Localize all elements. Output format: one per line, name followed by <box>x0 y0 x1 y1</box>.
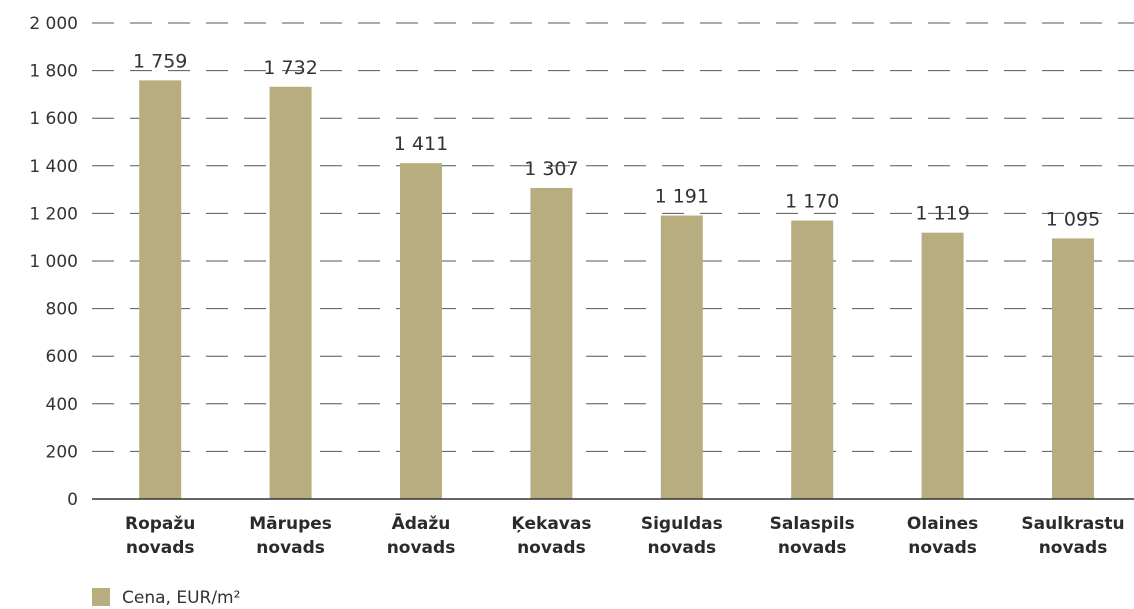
category-label: Salaspils novads <box>770 514 855 558</box>
bar <box>1052 238 1094 499</box>
y-tick-label: 1 400 <box>29 157 78 177</box>
legend-swatch <box>92 588 110 606</box>
y-tick-label: 400 <box>46 395 78 415</box>
y-axis-tick-labels: 0 200 400 600 800 1 000 1 200 1 400 1 600 1 800 2 … <box>29 14 78 510</box>
y-tick-label: 0 <box>67 490 78 510</box>
y-tick-label: 200 <box>46 442 78 462</box>
bar <box>791 220 834 500</box>
category-label: Saulkrastu novads <box>1021 514 1124 558</box>
category-label: Mārupes novads <box>249 514 332 558</box>
value-label: 1 307 <box>524 158 578 180</box>
bars <box>139 80 1094 500</box>
bar <box>139 80 182 499</box>
y-tick-label: 1 000 <box>29 252 78 272</box>
bar <box>400 163 442 499</box>
x-axis-category-labels: Ropažu novads Mārupes novads Ādažu novads Ķeka… <box>125 512 1125 558</box>
category-label: Siguldas novads <box>641 514 723 558</box>
category-label: Ropažu novads <box>125 514 195 558</box>
category-label: Ādažu novads <box>387 512 456 558</box>
y-tick-label: 1 600 <box>29 109 78 129</box>
y-tick-label: 600 <box>46 347 78 367</box>
value-label: 1 170 <box>785 191 839 213</box>
y-tick-label: 1 800 <box>29 62 78 82</box>
value-label: 1 759 <box>133 50 187 72</box>
value-label: 1 095 <box>1046 208 1100 230</box>
value-label: 1 411 <box>394 133 448 155</box>
y-tick-label: 1 200 <box>29 204 78 224</box>
category-label: Olaines novads <box>907 514 978 558</box>
value-label: 1 732 <box>263 57 317 79</box>
bar <box>660 215 703 500</box>
y-tick-label: 800 <box>46 300 78 320</box>
grid-lines <box>92 22 1134 452</box>
bar <box>530 187 573 499</box>
value-label: 1 191 <box>655 186 709 208</box>
y-tick-label: 2 000 <box>29 14 78 34</box>
bar <box>269 86 312 499</box>
legend: Cena, EUR/m² <box>92 588 240 608</box>
bar <box>921 232 964 500</box>
legend-label: Cena, EUR/m² <box>122 588 240 608</box>
value-labels: 1 759 1 732 1 411 1 307 1 191 1 170 1 119 1 095 <box>133 50 1100 230</box>
value-label: 1 119 <box>915 203 969 225</box>
category-label: Ķekavas novads <box>511 514 591 558</box>
